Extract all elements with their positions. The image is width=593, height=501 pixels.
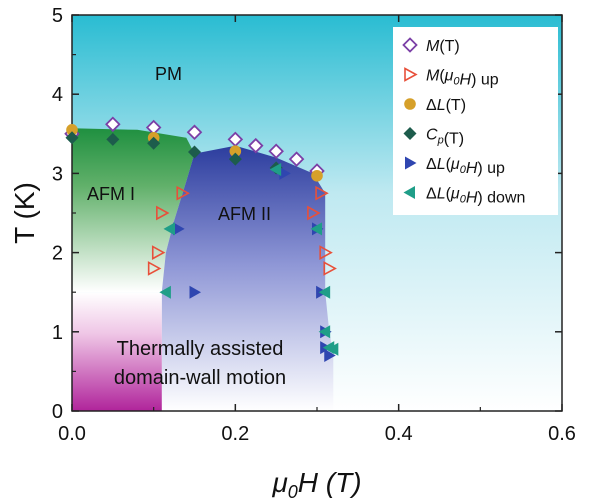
data-point xyxy=(228,152,242,166)
data-point xyxy=(159,285,171,299)
y-tick-label: 1 xyxy=(52,322,63,344)
legend-item: Cp(T) xyxy=(403,127,464,148)
data-point xyxy=(147,261,162,276)
y-tick-label: 4 xyxy=(52,84,63,106)
legend-label: M(μ0H) up xyxy=(426,68,499,89)
data-point xyxy=(151,245,166,260)
data-point xyxy=(65,131,79,145)
data-point xyxy=(66,124,78,136)
data-point xyxy=(189,285,201,299)
data-point xyxy=(323,261,337,276)
legend-item: M(T) xyxy=(402,37,460,55)
data-point xyxy=(176,185,190,201)
data-point xyxy=(288,151,305,167)
x-tick-labels: 0.0 0.2 0.4 0.6 xyxy=(58,423,576,445)
x-axis-title: μ0H (T) xyxy=(271,467,361,501)
afm1-region xyxy=(72,128,195,293)
legend-box xyxy=(393,27,558,215)
axis-ticks xyxy=(71,14,563,412)
domain-wall-label-line1: Thermally assisted xyxy=(117,338,284,360)
data-point xyxy=(106,132,120,146)
data-point xyxy=(310,222,322,236)
legend-item: M(μ0H) up xyxy=(404,67,499,89)
data-point xyxy=(105,116,121,133)
legend-label: Cp(T) xyxy=(426,127,464,148)
x-axis-title-rest: H (T) xyxy=(298,467,362,498)
data-point xyxy=(279,166,291,180)
legend-label: ΔL(μ0H) down xyxy=(426,186,525,207)
legend-item: ΔL(μ0H) down xyxy=(403,186,525,207)
legend-label: ΔL(μ0H) up xyxy=(426,156,505,177)
data-point xyxy=(268,143,284,159)
y-axis-title: T (K) xyxy=(9,182,40,244)
y-tick-labels: 0 1 2 3 4 5 xyxy=(52,5,63,423)
afm2-label: AFM II xyxy=(218,204,271,224)
data-point xyxy=(326,342,339,356)
legend-marker xyxy=(404,98,416,110)
x-tick-label: 0.6 xyxy=(548,423,576,445)
legend-label: M(T) xyxy=(426,38,460,55)
y-tick-label: 0 xyxy=(52,401,63,423)
afm2-region xyxy=(161,145,334,411)
legend-marker xyxy=(403,127,417,140)
x-tick-label: 0.0 xyxy=(58,423,86,445)
legend-marker xyxy=(403,186,415,199)
data-point xyxy=(229,145,242,158)
data-point xyxy=(315,185,329,201)
legend-item: ΔL(T) xyxy=(404,97,466,114)
data-point xyxy=(269,162,282,176)
y-tick-label: 5 xyxy=(52,5,63,27)
legend-label: ΔL(T) xyxy=(426,97,466,114)
data-point xyxy=(319,245,333,260)
series-1 xyxy=(147,185,337,276)
x-tick-label: 0.4 xyxy=(385,423,413,445)
data-point xyxy=(247,137,264,154)
y-tick-label: 2 xyxy=(52,243,63,265)
x-axis-title-subscript: 0 xyxy=(288,482,298,501)
data-point xyxy=(311,169,323,182)
series-5 xyxy=(159,162,339,356)
afm1-label: AFM I xyxy=(87,184,135,204)
data-markers xyxy=(64,116,339,363)
x-tick-label: 0.2 xyxy=(221,423,249,445)
x-axis-title-symbol: μ xyxy=(271,467,287,498)
data-point xyxy=(173,222,185,236)
legend-marker xyxy=(404,67,418,82)
data-point xyxy=(307,205,321,221)
legend: M(T) M(μ0H) up ΔL(T) Cp(T) ΔL(μ0H) up ΔL(μ0H)… xyxy=(393,27,558,215)
data-point xyxy=(324,349,336,363)
data-point xyxy=(318,325,331,339)
data-point xyxy=(186,124,203,140)
domain-wall-region xyxy=(72,292,162,411)
domain-wall-label-line2: domain-wall motion xyxy=(114,367,286,389)
data-point xyxy=(163,222,175,236)
y-tick-label: 3 xyxy=(52,163,63,185)
data-point xyxy=(188,145,201,159)
legend-items: M(T) M(μ0H) up ΔL(T) Cp(T) ΔL(μ0H) up ΔL(μ0H)… xyxy=(402,37,525,207)
legend-marker xyxy=(402,37,418,53)
data-point xyxy=(156,205,170,221)
data-point xyxy=(147,136,161,150)
data-point xyxy=(318,285,331,299)
legend-marker xyxy=(405,156,417,170)
pm-label: PM xyxy=(155,64,182,84)
legend-item: ΔL(μ0H) up xyxy=(405,156,505,177)
